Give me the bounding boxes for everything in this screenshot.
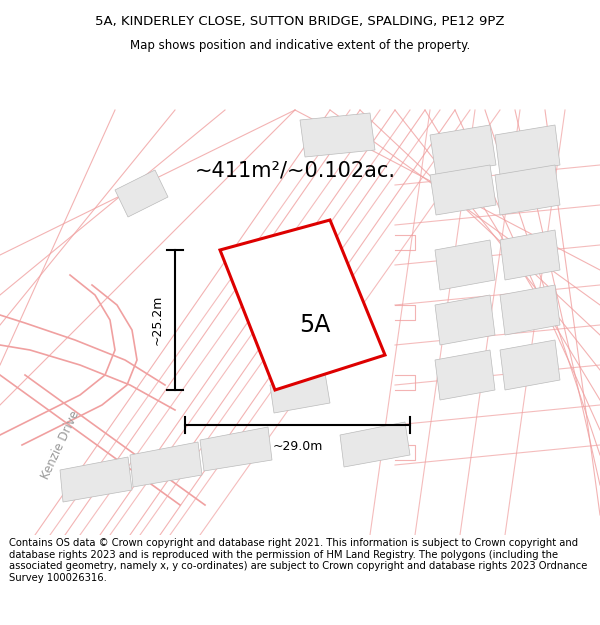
Polygon shape <box>270 373 330 413</box>
Polygon shape <box>60 457 132 502</box>
Polygon shape <box>500 340 560 390</box>
Polygon shape <box>435 295 495 345</box>
Text: Map shows position and indicative extent of the property.: Map shows position and indicative extent… <box>130 39 470 51</box>
Text: 5A: 5A <box>299 313 331 337</box>
Polygon shape <box>495 165 560 215</box>
Text: Contains OS data © Crown copyright and database right 2021. This information is : Contains OS data © Crown copyright and d… <box>9 538 587 583</box>
Polygon shape <box>435 350 495 400</box>
Polygon shape <box>500 285 560 335</box>
Polygon shape <box>220 220 385 390</box>
Polygon shape <box>300 113 375 157</box>
Polygon shape <box>500 230 560 280</box>
Polygon shape <box>115 170 168 217</box>
Polygon shape <box>430 125 496 175</box>
Polygon shape <box>435 240 495 290</box>
Text: ~411m²/~0.102ac.: ~411m²/~0.102ac. <box>194 160 395 180</box>
Text: 5A, KINDERLEY CLOSE, SUTTON BRIDGE, SPALDING, PE12 9PZ: 5A, KINDERLEY CLOSE, SUTTON BRIDGE, SPAL… <box>95 16 505 28</box>
Polygon shape <box>250 270 355 375</box>
Text: Kenzie Drive: Kenzie Drive <box>38 409 82 481</box>
Polygon shape <box>340 422 410 467</box>
Polygon shape <box>130 442 202 487</box>
Polygon shape <box>430 165 496 215</box>
Text: ~25.2m: ~25.2m <box>151 295 163 345</box>
Polygon shape <box>495 125 560 175</box>
Polygon shape <box>200 427 272 471</box>
Text: ~29.0m: ~29.0m <box>272 441 323 454</box>
